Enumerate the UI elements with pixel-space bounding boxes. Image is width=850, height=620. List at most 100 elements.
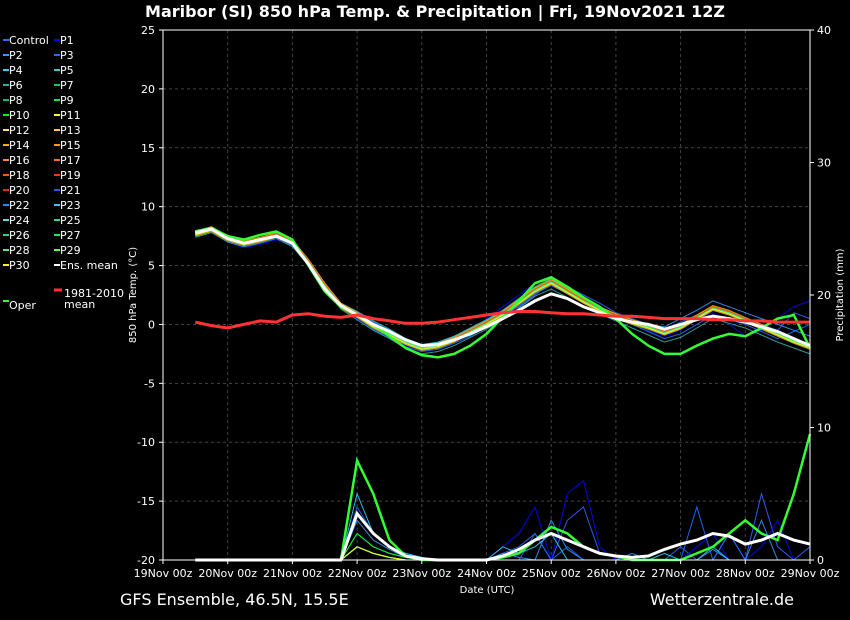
temp-line-p1 xyxy=(195,229,811,351)
x-ticks: 19Nov 00z 20Nov 00z 21Nov 00z 22Nov 00z 23No… xyxy=(134,560,840,580)
legend-label: P26 xyxy=(9,229,30,242)
temp-line-p13 xyxy=(195,229,811,350)
temp-line-p20 xyxy=(195,228,811,349)
x-tick-label: 23Nov 00z xyxy=(392,567,451,580)
x-tick-label: 24Nov 00z xyxy=(457,567,516,580)
y-tick-label: 0 xyxy=(148,318,155,331)
temp-line-p28 xyxy=(195,228,811,349)
temp-line-p19 xyxy=(195,227,811,348)
legend-label: P19 xyxy=(60,169,81,182)
temp-line-p2 xyxy=(195,228,811,349)
y2-tick-label: 0 xyxy=(817,554,824,567)
legend-label: P21 xyxy=(60,184,81,197)
footer-site: Wetterzentrale.de xyxy=(650,590,794,609)
temp-line-p15 xyxy=(195,230,811,351)
temp-line-p27 xyxy=(195,229,811,350)
legend-label: P16 xyxy=(9,154,30,167)
legend-label: P29 xyxy=(60,244,81,257)
y2-tick-label: 40 xyxy=(817,24,831,37)
legend-label: P5 xyxy=(60,64,74,77)
y-tick-label: -10 xyxy=(137,436,155,449)
temp-line-clim-mean xyxy=(194,310,810,330)
temp-line-p25 xyxy=(195,228,811,349)
legend-label: 1981-2010 xyxy=(64,287,124,300)
temp-line-p23 xyxy=(195,229,811,350)
temp-line-p6 xyxy=(195,232,811,355)
precip-line-p4 xyxy=(195,492,810,561)
x-axis-label: Date (UTC) xyxy=(460,585,515,596)
temp-series-group xyxy=(194,226,812,359)
x-tick-label: 25Nov 00z xyxy=(522,567,581,580)
legend-label: P6 xyxy=(9,79,23,92)
y-tick-label: 20 xyxy=(141,83,155,96)
x-tick-label: 20Nov 00z xyxy=(198,567,257,580)
temp-line-p21 xyxy=(195,229,811,350)
temp-line-p22 xyxy=(195,228,811,349)
temp-line-p30 xyxy=(195,229,811,350)
x-tick-label: 21Nov 00z xyxy=(263,567,322,580)
legend-label: P15 xyxy=(60,139,81,152)
x-tick-label: 29Nov 00z xyxy=(781,567,840,580)
y2-axis-label: Precipitation (mm) xyxy=(835,248,846,341)
temp-line-p24 xyxy=(195,229,811,350)
x-tick-label: 22Nov 00z xyxy=(328,567,387,580)
legend-label: P14 xyxy=(9,139,30,152)
x-tick-label: 28Nov 00z xyxy=(716,567,775,580)
temp-line-p4 xyxy=(195,229,811,349)
x-tick-label: 26Nov 00z xyxy=(587,567,646,580)
legend-label: P24 xyxy=(9,214,30,227)
legend-label: P13 xyxy=(60,124,81,137)
temp-line-p7 xyxy=(195,229,811,350)
grid xyxy=(162,29,811,561)
temp-line-p8 xyxy=(195,230,811,351)
temp-line-p5 xyxy=(195,228,811,347)
legend-label: P8 xyxy=(9,94,23,107)
y-tick-label: 5 xyxy=(148,260,155,273)
legend-label: Control xyxy=(9,34,49,47)
temp-line-p26 xyxy=(195,229,811,350)
legend-label: P17 xyxy=(60,154,81,167)
temp-line-p11 xyxy=(195,227,811,348)
legend-label: P12 xyxy=(9,124,30,137)
y-tick-label: -15 xyxy=(137,495,155,508)
temp-line-oper xyxy=(195,226,812,359)
legend-label: P2 xyxy=(9,49,23,62)
y2-tick-label: 20 xyxy=(817,289,831,302)
legend-label: P9 xyxy=(60,94,74,107)
legend-label: Oper xyxy=(9,299,36,312)
legend-label: P10 xyxy=(9,109,30,122)
precip-line-p1 xyxy=(195,479,810,562)
legend-label: P25 xyxy=(60,214,81,227)
y-tick-label: 25 xyxy=(141,24,155,37)
precip-line-p2 xyxy=(195,518,810,561)
legend-label: P11 xyxy=(60,109,81,122)
precip-series-group xyxy=(195,433,812,562)
temp-line-p16 xyxy=(195,228,811,349)
temp-line-p18 xyxy=(195,229,811,350)
temp-line-p12 xyxy=(195,228,811,349)
temp-line-control xyxy=(195,227,811,347)
temp-line-p3 xyxy=(195,230,811,353)
y2-tick-label: 10 xyxy=(817,422,831,435)
legend: Control P1 P2 P3 P4 P5 P6 P7 P8 P9 P10 P11 P12 P13 P14… xyxy=(3,34,124,312)
y2-ticks: 40 30 20 10 0 xyxy=(810,24,831,567)
chart-title: Maribor (SI) 850 hPa Temp. & Precipitati… xyxy=(145,2,725,22)
legend-label: P3 xyxy=(60,49,74,62)
legend-label: P18 xyxy=(9,169,30,182)
y-ticks: 25 20 15 10 5 0 -5 -10 -15 -20 xyxy=(137,24,163,567)
temp-line-p10 xyxy=(195,229,811,350)
legend-label: P4 xyxy=(9,64,23,77)
legend-label: P28 xyxy=(9,244,30,257)
temp-line-ens-mean xyxy=(194,227,811,348)
temp-line-p9 xyxy=(195,228,811,349)
precip-line-control xyxy=(195,491,811,562)
legend-label: P20 xyxy=(9,184,30,197)
x-tick-label: 19Nov 00z xyxy=(134,567,193,580)
y-tick-label: 10 xyxy=(141,201,155,214)
y-tick-label: -20 xyxy=(137,554,155,567)
legend-label: Ens. mean xyxy=(60,259,118,272)
footer-source: GFS Ensemble, 46.5N, 15.5E xyxy=(120,590,349,609)
legend-label: P7 xyxy=(60,79,74,92)
legend-label: P30 xyxy=(9,259,30,272)
